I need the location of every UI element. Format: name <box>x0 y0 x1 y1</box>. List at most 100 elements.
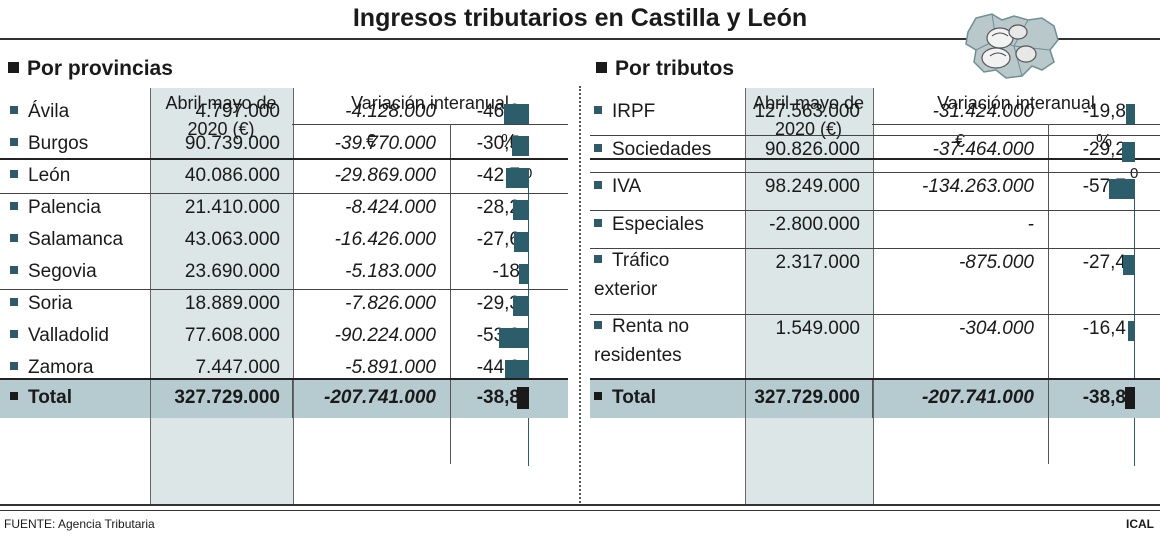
amount-column-shade <box>150 88 294 506</box>
row-var-eur: - <box>1027 214 1034 235</box>
row-var-eur: -7.826.000 <box>345 293 436 314</box>
pct-bar <box>1109 179 1135 199</box>
bullet-icon <box>10 330 18 338</box>
header-variation: Variación interanual <box>937 93 1095 113</box>
row-var-eur: -134.263.000 <box>922 176 1034 197</box>
row-name-text: Ávila <box>28 101 70 122</box>
row-name: Renta no residentes <box>594 312 694 370</box>
header-percent: % <box>1095 131 1112 151</box>
row-name-text: Zamora <box>28 357 94 378</box>
total-divider <box>450 378 451 418</box>
row-name-text: Salamanca <box>28 229 124 250</box>
header-rule <box>0 158 568 160</box>
pct-bar <box>1127 321 1135 341</box>
row-name-text: Segovia <box>28 261 97 282</box>
row-name: Sociedades <box>594 139 711 161</box>
row-name: Salamanca <box>10 229 123 251</box>
row-name-text: Soria <box>28 293 73 314</box>
group-rule <box>0 193 568 194</box>
row-var-pct: -28,2 <box>476 197 520 218</box>
row-name: Segovia <box>10 261 97 283</box>
source-note: FUENTE: Agencia Tributaria <box>4 517 155 531</box>
group-rule <box>590 135 1160 136</box>
row-var-pct: -29,2 <box>1082 139 1126 160</box>
row-name-text: Burgos <box>28 133 89 154</box>
row-amount: 23.690.000 <box>184 261 280 282</box>
row-var-eur: -304.000 <box>958 318 1034 339</box>
row-name: Tráfico exterior <box>594 246 694 304</box>
total-name: Total <box>10 387 72 409</box>
row-name-text: Tráfico exterior <box>594 250 670 300</box>
header-euro: € <box>365 131 376 151</box>
page-title: Ingresos tributarios en Castilla y León <box>352 4 808 32</box>
row-name: Ávila <box>10 101 69 123</box>
row-name-text: Renta no residentes <box>594 316 690 366</box>
pct-bar <box>1126 104 1135 124</box>
row-var-pct: -19,8 <box>1082 101 1126 122</box>
total-divider <box>292 378 293 418</box>
row-name-text: Especiales <box>612 214 704 235</box>
row-name-text: IRPF <box>612 101 656 122</box>
pct-bar <box>513 200 529 220</box>
header-euro: € <box>954 131 965 151</box>
zero-label: 0 <box>1130 165 1139 182</box>
total-name-text: Total <box>612 387 656 408</box>
column-divider <box>1048 124 1049 464</box>
row-name-text: Sociedades <box>612 139 712 160</box>
row-var-pct: -27,6 <box>476 229 520 250</box>
bullet-icon <box>594 144 602 152</box>
total-band <box>590 378 1160 418</box>
header-period: Abril-mayo de 2020 (€) <box>165 93 277 139</box>
row-amount: 2.317.000 <box>775 252 860 273</box>
table-provincias: Abril-mayo de 2020 (€) Variación interanu… <box>0 88 568 508</box>
section-title-provincias: Por provincias <box>8 57 173 81</box>
total-pct-bar <box>1125 387 1135 409</box>
row-name-text: Valladolid <box>28 325 109 346</box>
total-var-eur: -207.741.000 <box>922 387 1034 408</box>
row-name: Palencia <box>10 197 101 219</box>
row-amount: -2.800.000 <box>769 214 860 235</box>
row-name-text: IVA <box>612 176 642 197</box>
bullet-icon <box>10 106 18 114</box>
row-name: Especiales <box>594 214 704 236</box>
total-pct-bar <box>517 387 529 409</box>
row-name: IVA <box>594 176 641 198</box>
row-amount: 43.063.000 <box>184 229 280 250</box>
group-rule <box>0 289 568 290</box>
row-amount: 21.410.000 <box>184 197 280 218</box>
table-tributos: Abril-mayo de 2020 (€) Variación interanu… <box>590 88 1160 508</box>
row-var-eur: -90.224.000 <box>334 325 436 346</box>
row-var-eur: -29.869.000 <box>334 165 436 186</box>
row-amount: 4.797.000 <box>195 101 280 122</box>
pct-bar <box>503 104 529 124</box>
pct-bar <box>1122 255 1135 275</box>
row-var-pct: -27,4 <box>1082 252 1126 273</box>
total-divider <box>872 378 873 418</box>
header-variation: Variación interanual <box>351 93 509 113</box>
row-name: Zamora <box>10 357 93 379</box>
row-var-eur: -31.424.000 <box>932 101 1034 122</box>
total-amount-shade <box>745 378 874 418</box>
row-name: León <box>10 165 70 187</box>
total-amount-shade <box>150 378 294 418</box>
row-name: Soria <box>10 293 72 315</box>
pct-bar <box>519 264 529 284</box>
castilla-leon-map-icon <box>965 13 1059 79</box>
row-var-eur: -4.128.000 <box>345 101 436 122</box>
row-var-pct: -16,4 <box>1082 318 1126 339</box>
section-title-tributos: Por tributos <box>596 57 734 81</box>
bullet-icon <box>10 362 18 370</box>
group-rule <box>590 172 1160 173</box>
amount-column-shade <box>745 88 874 506</box>
bottom-rule <box>0 504 1160 506</box>
bullet-icon <box>10 202 18 210</box>
credit: ICAL <box>1126 517 1154 531</box>
total-amount: 327.729.000 <box>174 387 280 408</box>
bullet-icon <box>594 219 602 227</box>
subheader-rule <box>292 124 568 125</box>
subheader-rule <box>872 124 1160 125</box>
row-amount: 18.889.000 <box>184 293 280 314</box>
total-var-pct: -38,8 <box>1082 387 1126 408</box>
zero-axis <box>528 183 529 466</box>
bullet-icon <box>594 392 602 400</box>
